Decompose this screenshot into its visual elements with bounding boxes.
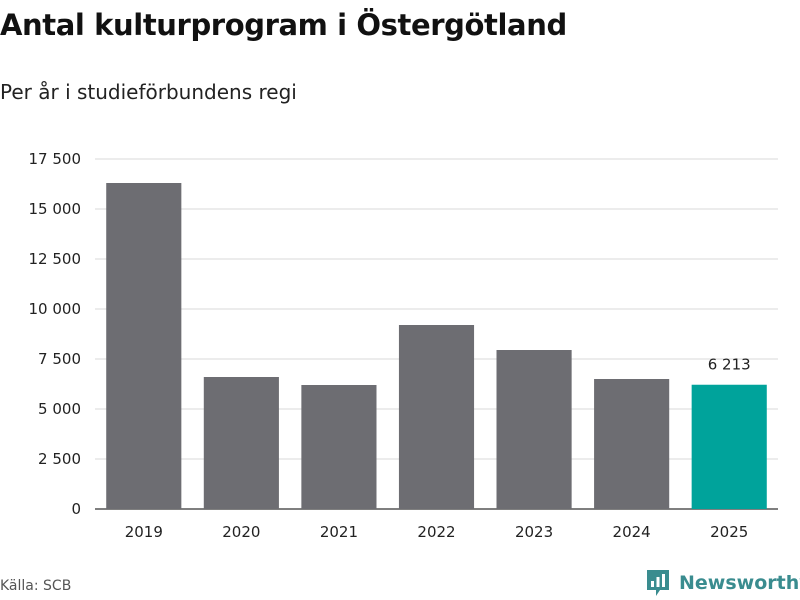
y-tick-label: 7 500 <box>38 350 81 368</box>
x-tick-label: 2025 <box>710 523 748 541</box>
x-tick-label: 2023 <box>515 523 553 541</box>
source-note: Källa: SCB <box>0 578 72 594</box>
y-tick-label: 5 000 <box>38 400 81 418</box>
bar <box>398 325 475 509</box>
bar <box>496 350 572 509</box>
bar <box>594 379 670 509</box>
x-tick-label: 2020 <box>222 523 260 541</box>
x-tick-label: 2024 <box>613 523 651 541</box>
bar <box>106 183 182 509</box>
brand-name: Newsworthy <box>679 572 800 594</box>
bar <box>691 384 767 509</box>
y-tick-label: 15 000 <box>29 200 82 218</box>
x-tick-label: 2019 <box>125 523 163 541</box>
newsworthy-logo-icon <box>647 570 669 596</box>
bar <box>301 385 377 509</box>
bar-layer <box>106 183 767 509</box>
x-tick-label: 2021 <box>320 523 358 541</box>
brand[interactable]: Newsworthy <box>645 568 800 598</box>
y-tick-label: 12 500 <box>29 250 82 268</box>
y-tick-label: 0 <box>71 500 81 518</box>
label-layer: 0 2 500 5 000 7 500 10 000 12 500 15 000 17 500… <box>29 150 751 541</box>
data-label: 6 213 <box>708 356 751 374</box>
x-tick-label: 2022 <box>417 523 455 541</box>
y-tick-label: 2 500 <box>38 450 81 468</box>
bar <box>203 377 279 509</box>
y-tick-label: 17 500 <box>29 150 82 168</box>
y-tick-label: 10 000 <box>29 300 82 318</box>
chart-subtitle: Per år i studieförbundens regi <box>0 80 297 104</box>
chart-title: Antal kulturprogram i Östergötland <box>0 8 567 42</box>
